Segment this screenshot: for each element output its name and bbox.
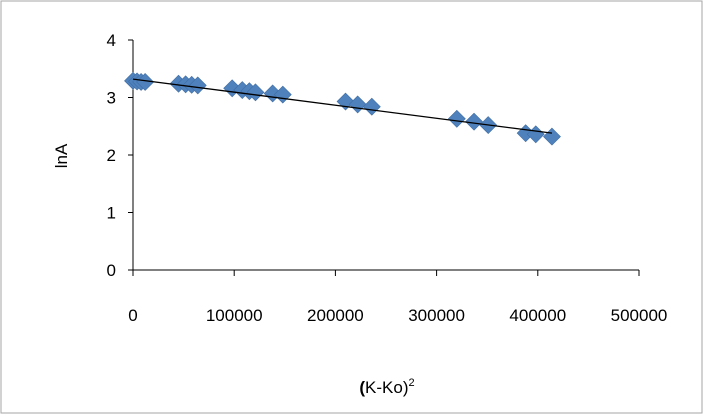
x-axis-title-body: K-Ko) [365,378,408,397]
y-axis-ticks: 0 1 2 3 4 [107,31,133,280]
data-point [465,112,483,131]
y-tick-label: 4 [107,31,116,50]
x-axis-title: (K-Ko)2 [359,377,414,397]
y-tick-label: 3 [107,89,116,108]
x-tick-label: 0 [128,306,137,325]
trendline [132,78,553,134]
x-axis-ticks: 0 100000 200000 300000 400000 500000 [128,270,667,325]
data-point [246,83,265,102]
x-axis-title-superscript: 2 [409,377,415,389]
x-tick-label: 500000 [611,306,668,325]
x-tick-label: 300000 [408,306,465,325]
y-tick-label: 1 [107,204,116,223]
x-axis-title-paren: ( [359,378,365,397]
y-axis-title: lnA [52,143,71,168]
data-point [188,76,207,95]
x-tick-label: 100000 [206,306,263,325]
x-tick-label: 400000 [509,306,566,325]
x-tick-label: 200000 [307,306,364,325]
y-tick-label: 2 [107,146,116,165]
y-tick-label: 0 [107,261,116,280]
data-point [136,73,155,91]
data-point [447,109,466,128]
